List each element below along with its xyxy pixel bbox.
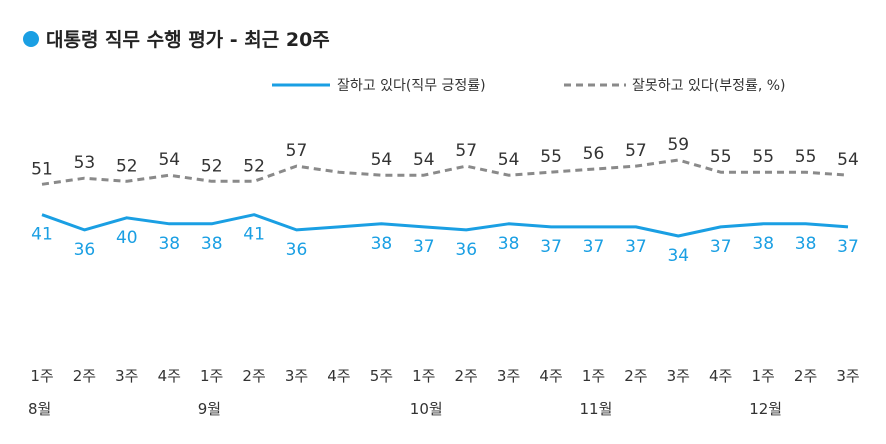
data-label-positive: 37 [540, 237, 562, 257]
x-tick-label: 1주 [30, 367, 53, 385]
data-label-negative: 57 [286, 141, 308, 161]
data-label-positive: 36 [286, 240, 308, 260]
data-label-positive: 37 [837, 237, 859, 257]
data-label-positive: 38 [201, 234, 223, 254]
data-label-positive: 37 [710, 237, 732, 257]
x-tick-label: 2주 [73, 367, 96, 385]
data-label-positive: 41 [243, 225, 265, 245]
x-tick-label: 4주 [539, 367, 562, 385]
data-label-positive: 38 [795, 234, 817, 254]
month-label: 11월 [580, 400, 613, 418]
data-label-positive: 40 [116, 228, 138, 248]
data-label-negative: 54 [498, 150, 520, 170]
x-tick-label: 3주 [836, 367, 859, 385]
x-tick-label: 4주 [327, 367, 350, 385]
data-label-negative: 52 [201, 156, 223, 176]
x-tick-label: 3주 [115, 367, 138, 385]
month-label: 8월 [28, 400, 51, 418]
data-label-negative: 51 [31, 159, 53, 179]
data-label-positive: 36 [74, 240, 96, 260]
data-label-positive: 38 [371, 234, 393, 254]
data-label-positive: 38 [158, 234, 180, 254]
data-label-negative: 54 [837, 150, 859, 170]
data-label-positive: 34 [667, 246, 689, 266]
data-label-negative: 57 [625, 141, 647, 161]
legend-positive-label: 잘하고 있다(직무 긍정률) [337, 78, 486, 94]
data-label-positive: 36 [455, 240, 477, 260]
data-label-positive: 38 [752, 234, 774, 254]
data-label-positive: 37 [413, 237, 435, 257]
data-label-negative: 52 [116, 156, 138, 176]
data-label-positive: 37 [625, 237, 647, 257]
x-tick-label: 1주 [412, 367, 435, 385]
title-bullet-icon [23, 31, 39, 47]
chart-title: 대통령 직무 수행 평가 - 최근 20주 [46, 29, 330, 51]
data-label-negative: 53 [74, 153, 96, 173]
x-tick-label: 1주 [752, 367, 775, 385]
x-tick-label: 3주 [667, 367, 690, 385]
series-line-negative [41, 158, 849, 186]
data-label-positive: 41 [31, 225, 53, 245]
data-label-negative: 56 [583, 144, 605, 164]
x-tick-label: 4주 [709, 367, 732, 385]
x-tick-label: 2주 [794, 367, 817, 385]
data-label-negative: 54 [413, 150, 435, 170]
data-label-negative: 54 [158, 150, 180, 170]
x-tick-label: 1주 [582, 367, 605, 385]
x-tick-label: 2주 [455, 367, 478, 385]
legend-negative-label: 잘못하고 있다(부정률, %) [632, 78, 786, 94]
x-tick-label: 3주 [285, 367, 308, 385]
data-label-negative: 59 [667, 135, 689, 155]
x-tick-label: 4주 [158, 367, 181, 385]
data-label-negative: 55 [540, 147, 562, 167]
data-label-positive: 38 [498, 234, 520, 254]
data-label-negative: 55 [795, 147, 817, 167]
month-label: 10월 [410, 400, 443, 418]
month-label: 12월 [749, 400, 782, 418]
x-tick-label: 2주 [624, 367, 647, 385]
data-label-positive: 37 [583, 237, 605, 257]
x-tick-label: 1주 [200, 367, 223, 385]
data-label-negative: 52 [243, 156, 265, 176]
month-label: 9월 [198, 400, 221, 418]
x-tick-label: 5주 [370, 367, 393, 385]
data-label-negative: 55 [710, 147, 732, 167]
plot-area: 51 53 52 54 52 52 57 54 54 57 54 55 56 57 59 55 55 55 54 41… [28, 135, 860, 418]
data-label-negative: 57 [455, 141, 477, 161]
data-label-negative: 55 [752, 147, 774, 167]
x-tick-label: 2주 [242, 367, 265, 385]
x-tick-label: 3주 [497, 367, 520, 385]
series-line-positive [41, 213, 849, 238]
data-label-negative: 54 [371, 150, 393, 170]
